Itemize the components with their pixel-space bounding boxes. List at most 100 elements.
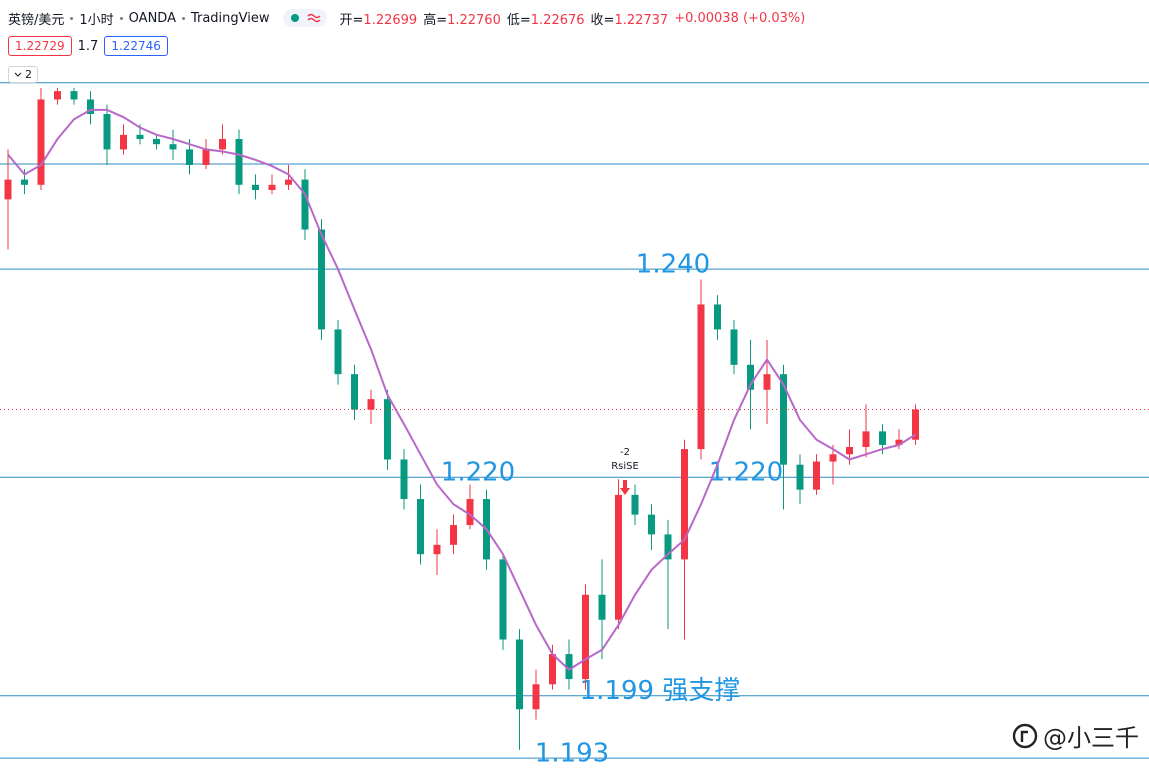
legend-bar: 英镑/美元 1小时 OANDA TradingView 开=1.22699 高=1… [8, 8, 805, 28]
chevron [14, 72, 22, 77]
symbol[interactable]: 英镑/美元 [8, 12, 65, 28]
candle-body [582, 594, 589, 680]
ohlc-item: 收=1.22737 [591, 9, 669, 28]
candle-body [895, 439, 903, 445]
candle-body [648, 514, 655, 535]
ohlc-value: 1.22760 [447, 12, 501, 28]
indicator-toggle[interactable]: 2 [8, 66, 38, 83]
indicator-count: 2 [25, 68, 32, 81]
candle-body [54, 91, 61, 100]
candle-body [714, 304, 721, 330]
candle-body [367, 399, 375, 410]
candle-body [615, 494, 622, 620]
ask-price[interactable]: 1.22746 [104, 36, 168, 56]
candle-body [780, 374, 787, 465]
change: +0.00038 (+0.03%) [674, 10, 806, 26]
level-label: 1.199 强支撑 [580, 676, 741, 706]
candle-body [631, 494, 639, 515]
ohlc-item: 开=1.22699 [340, 9, 418, 28]
candle-body [318, 229, 325, 330]
candle-body [730, 329, 738, 365]
status-icons[interactable] [282, 8, 328, 28]
candle-body [697, 304, 705, 450]
separator [181, 16, 185, 20]
candle-body [70, 91, 78, 100]
ohlc-item: 低=1.22676 [507, 9, 585, 28]
candle-body [532, 684, 540, 710]
ohlc-value: 1.22699 [363, 12, 418, 28]
price-bar: 1.22729 1.7 1.22746 [8, 36, 168, 56]
candle-body [384, 399, 391, 460]
ohlc-label: 开= [339, 12, 364, 28]
indicator-bar: 2 [8, 66, 38, 83]
candle-body [681, 449, 688, 560]
candle-body [103, 114, 111, 150]
candle-body [565, 654, 573, 680]
watermark-logo [1012, 723, 1038, 748]
signal-value: -2 [620, 447, 630, 458]
candle-body [120, 134, 127, 150]
candle-body [664, 534, 672, 560]
level-label: 1.220 [441, 458, 515, 488]
candle-body [153, 139, 160, 145]
candle-body [747, 364, 754, 390]
candle-body [136, 134, 144, 140]
candle-body [549, 654, 556, 685]
watermark-text: @小三千 [1043, 724, 1139, 752]
ohlc-value: 1.22676 [530, 12, 585, 28]
candle-body [186, 149, 193, 166]
candle-body [466, 499, 474, 526]
candle-body [433, 544, 441, 555]
signal-name: RsiSE [611, 461, 639, 472]
candle-body [285, 179, 292, 185]
ohlc-label: 高= [423, 12, 448, 28]
candle-body [4, 179, 12, 200]
candle-body [202, 149, 210, 166]
candle-body [813, 461, 820, 490]
interval[interactable]: 1小时 [79, 12, 114, 28]
candle-body [400, 459, 408, 500]
watermark: @小三千 [1011, 718, 1139, 753]
candle-body [499, 559, 507, 640]
separator [70, 16, 74, 20]
candle-body [21, 179, 28, 185]
separator [119, 16, 123, 20]
platform: TradingView [190, 10, 270, 26]
candle-body [879, 431, 886, 445]
candle-body [763, 374, 771, 390]
level-label: 1.193 [535, 739, 609, 769]
candle-body [219, 139, 226, 150]
level-label: 1.240 [636, 250, 710, 280]
bid-price[interactable]: 1.22729 [8, 36, 72, 56]
candle-body [516, 639, 523, 710]
ohlc-values: 开=1.22699 高=1.22760 低=1.22676 收=1.22737 [340, 9, 669, 28]
candle-body [268, 184, 276, 190]
spread: 1.7 [77, 38, 99, 54]
ohlc-value: 1.22737 [614, 12, 669, 28]
candle-body [252, 184, 259, 190]
moving-average [7, 108, 917, 671]
level-label: 1.220 [709, 458, 783, 488]
candle-body [37, 99, 45, 185]
candle-body [301, 179, 309, 230]
ohlc-label: 低= [506, 12, 531, 28]
candle-body [796, 464, 804, 490]
ohlc-label: 收= [590, 12, 615, 28]
candle-body [235, 139, 243, 185]
candle-body [351, 374, 358, 410]
candle-body [417, 499, 424, 555]
candle-body [598, 594, 606, 620]
candle-body [829, 454, 837, 462]
candle-body [912, 409, 919, 440]
candle-body [87, 99, 94, 115]
candle-body [862, 431, 870, 448]
source: OANDA [128, 10, 176, 26]
candle-body [846, 447, 853, 455]
ohlc-item: 高=1.22760 [423, 9, 501, 28]
candle-body [169, 144, 177, 150]
candle-body [450, 525, 457, 545]
candle-body [334, 329, 342, 375]
signal-arrow [620, 480, 630, 495]
